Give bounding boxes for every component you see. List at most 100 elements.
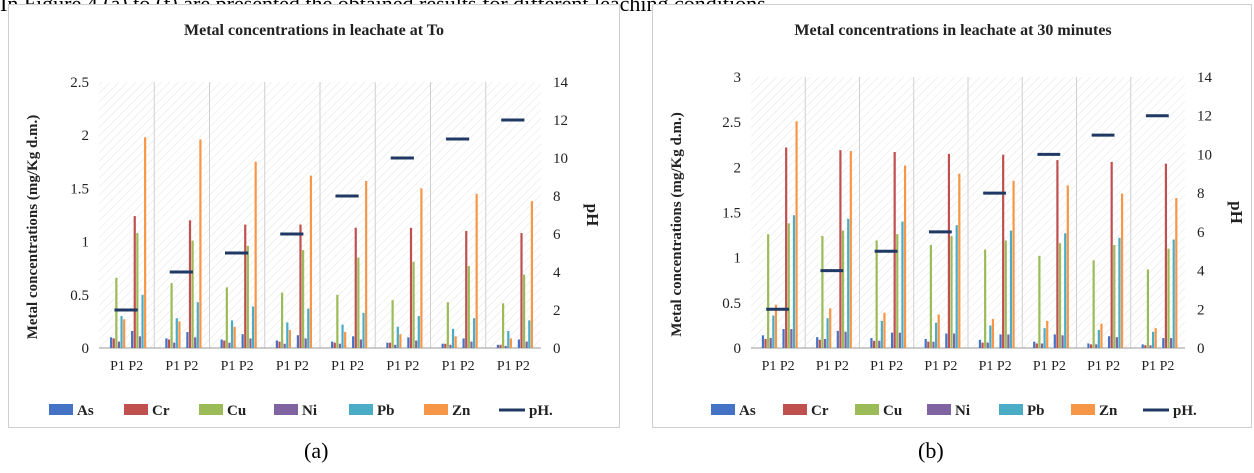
chart-b-bar-pb-p2 — [955, 225, 958, 348]
chart-b-bar-cr-p1 — [818, 339, 821, 348]
chart-b-legend-swatch-cr — [783, 404, 807, 415]
chart-b-bar-pb-p2 — [1009, 230, 1013, 348]
chart-b-bar-as-p1 — [1141, 344, 1144, 348]
chart-a-bar-ni-p2 — [359, 339, 363, 348]
chart-b-bar-ni-p2 — [790, 329, 793, 348]
chart-b-bar-zn-p2 — [1175, 198, 1178, 348]
chart-b-xtick-label: P1 P2 — [1033, 359, 1066, 374]
chart-b-bar-as-p2 — [999, 334, 1002, 348]
chart-a-bar-zn-p2 — [365, 180, 368, 348]
chart-b-bar-ni-p1 — [1149, 345, 1152, 348]
chart-a-bar-cr-p1 — [167, 339, 171, 348]
chart-a-bar-cu-p1 — [446, 302, 449, 348]
chart-b-bar-cu-p2 — [1058, 243, 1062, 348]
chart-a-bar-ni-p1 — [504, 345, 507, 348]
chart-a-bar-cr-p2 — [465, 230, 468, 348]
chart-b-bar-ni-p1 — [1095, 344, 1098, 348]
chart-a-bar-zn-p2 — [475, 193, 478, 348]
chart-b-ytick-label: 2 — [734, 160, 742, 176]
chart-a-bar-cu-p2 — [412, 261, 415, 348]
chart-b-bar-pb-p2 — [1064, 233, 1067, 348]
chart-b-bar-cr-p1 — [764, 338, 767, 348]
chart-a-bar-cu-p1 — [170, 283, 173, 348]
chart-b-bar-cr-p1 — [927, 341, 930, 348]
chart-b-bar-as-p1 — [870, 338, 873, 348]
chart-a-bar-ni-p1 — [173, 342, 176, 348]
chart-a-legend-swatch-as — [49, 404, 73, 415]
chart-a-ytick-label: 2.5 — [70, 75, 89, 91]
panel-label-a: (a) — [304, 438, 329, 463]
chart-a-bar-pb-p1 — [396, 326, 399, 348]
chart-b-bar-zn-p1 — [774, 304, 778, 348]
chart-b-ytick-label: 2.5 — [722, 115, 741, 131]
chart-b-bar-as-p1 — [1033, 341, 1036, 348]
chart-b-bar-pb-p1 — [989, 325, 992, 348]
chart-a-bar-cr-p2 — [354, 227, 357, 348]
chart-b-xtick-label: P1 P2 — [979, 359, 1012, 374]
chart-b-bar-pb-p2 — [1118, 237, 1121, 348]
chart-b-bar-pb-p1 — [1043, 328, 1046, 348]
chart-b-legend-label-cr: Cr — [811, 403, 829, 419]
chart-a-bar-zn-p2 — [144, 137, 147, 348]
chart-b-bar-ni-p1 — [932, 341, 935, 348]
chart-a-legend-label-ni: Ni — [302, 403, 317, 419]
chart-a-bar-pb-p2 — [307, 308, 310, 348]
chart-b-legend-swatch-as — [711, 404, 735, 415]
chart-a-legend-label-pb: Pb — [377, 403, 395, 419]
chart-b-legend-swatch-pb — [999, 404, 1023, 415]
chart-b-bar-ni-p1 — [1040, 343, 1044, 348]
chart-a-bar-as-p1 — [496, 344, 499, 348]
chart-b-bar-zn-p2 — [958, 173, 961, 348]
chart-a-bar-ni-p2 — [249, 338, 252, 348]
chart-b-bar-cu-p1 — [821, 235, 824, 348]
chart-panel-a: Metal concentrations in leachate at To 0 0… — [8, 4, 620, 428]
chart-a-bar-ni-p2 — [415, 340, 418, 348]
chart-b-bar-zn-p1 — [937, 314, 940, 348]
chart-a-bar-pb-p1 — [341, 324, 344, 348]
chart-a-bar-as-p2 — [462, 338, 465, 348]
chart-b-xtick-label: P1 P2 — [870, 359, 903, 374]
chart-b-bar-cr-p2 — [1110, 161, 1113, 348]
chart-a-bar-ni-p1 — [283, 343, 286, 348]
chart-a-bar-ni-p2 — [304, 338, 307, 348]
chart-b-ytick-label: 0.5 — [722, 296, 741, 312]
chart-a-bar-as-p2 — [241, 334, 244, 348]
chart-a-bar-cu-p2 — [246, 245, 249, 348]
chart-a-bar-cr-p2 — [244, 224, 247, 348]
chart-a-ytick-label: 1.5 — [70, 181, 89, 197]
chart-a-bar-as-p2 — [517, 339, 520, 348]
chart-a-bar-zn-p1 — [509, 338, 512, 348]
chart-a-bar-pb-p2 — [528, 320, 531, 348]
chart-b-bar-zn-p2 — [1012, 180, 1015, 348]
chart-b-bar-zn-p1 — [829, 308, 832, 348]
chart-b-bar-as-p1 — [816, 337, 819, 348]
chart-b-bar-pb-p1 — [1097, 329, 1100, 348]
chart-a-xtick-label: P1 P2 — [165, 359, 198, 374]
chart-b-ylabel: Metal concentrations (mg/Kg d.m.) — [669, 112, 685, 337]
chart-a-ytick-label: 2 — [82, 128, 90, 144]
chart-b-bar-cr-p1 — [981, 342, 984, 348]
chart-a-bar-pb-p1 — [230, 320, 234, 348]
chart-a-xtick-label: P1 P2 — [442, 359, 475, 374]
chart-a-bar-cu-p1 — [391, 300, 394, 348]
chart-a-ytick-label: 0 — [82, 341, 90, 357]
chart-a-bar-cr-p2 — [133, 216, 136, 348]
chart-b-ytick-label: 0 — [734, 341, 742, 357]
chart-b-bar-cu-p2 — [1113, 245, 1116, 348]
chart-a-xtick-label: P1 P2 — [331, 359, 364, 374]
chart-b-bar-cu-p2 — [1167, 248, 1170, 348]
chart-a-bar-cu-p2 — [522, 274, 526, 348]
chart-b-bar-ni-p2 — [1061, 335, 1064, 348]
chart-b-legend-swatch-ni — [927, 404, 951, 415]
chart-b-ytick-label: 3 — [734, 70, 742, 86]
chart-a-bar-cr-p1 — [499, 344, 502, 348]
chart-a-bar-pb-p2 — [417, 316, 420, 348]
chart-b-bar-as-p2 — [1162, 338, 1165, 348]
chart-b-bar-cr-p2 — [1164, 163, 1168, 348]
chart-b-bar-zn-p2 — [795, 121, 798, 348]
chart-a-legend-swatch-zn — [424, 404, 448, 415]
chart-a-bar-cr-p1 — [333, 342, 336, 348]
chart-a-bar-zn-p1 — [123, 319, 126, 348]
chart-b-y2tick-label: 2 — [1197, 302, 1205, 318]
chart-a-bar-pb-p1 — [120, 316, 123, 348]
